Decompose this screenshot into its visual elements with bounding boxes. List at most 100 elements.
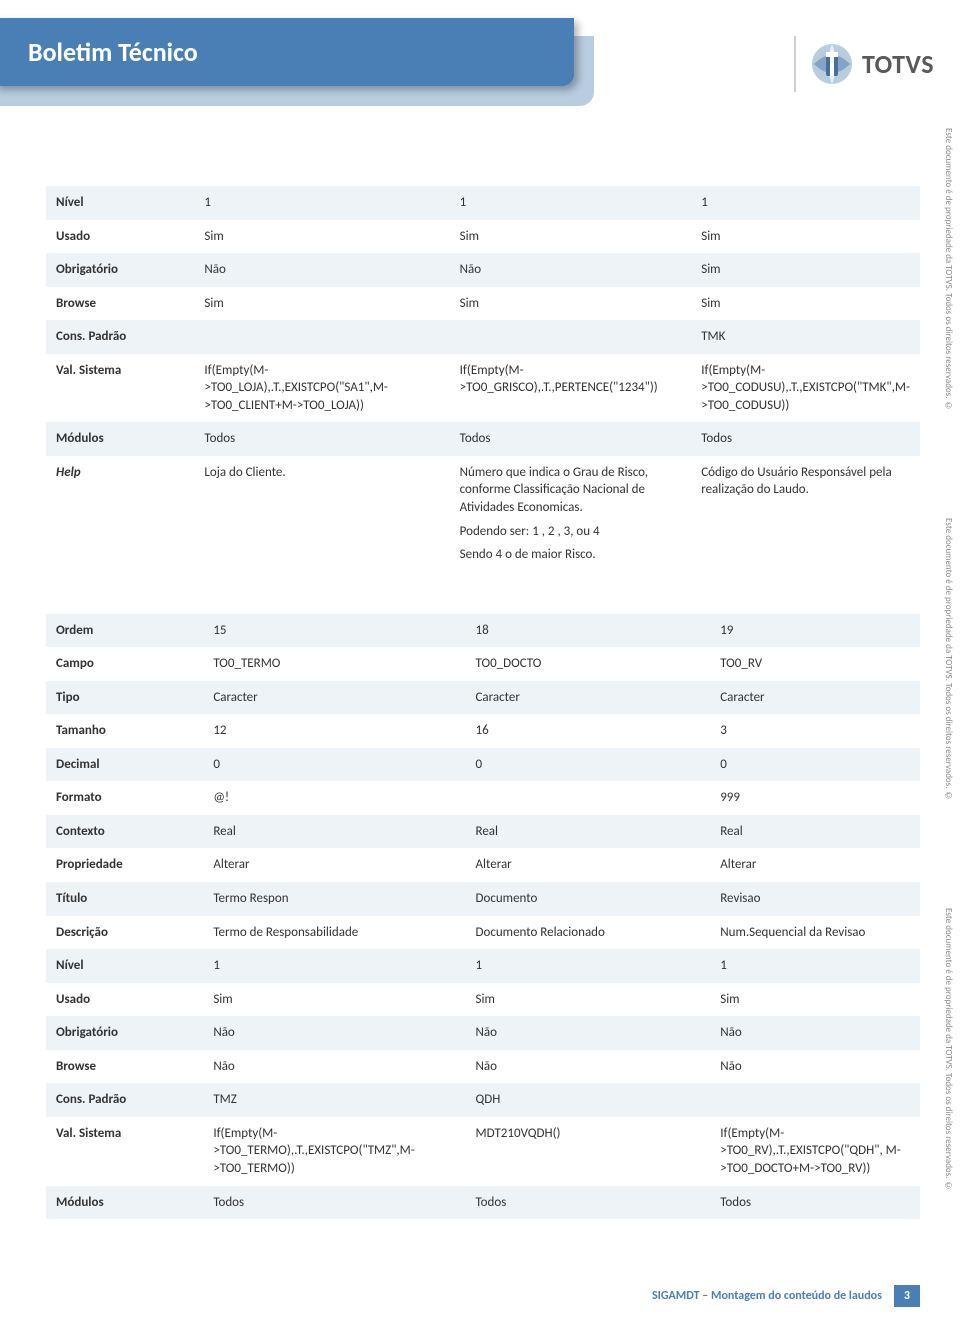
row-cell: TO0_DOCTO	[466, 647, 711, 681]
row-label: Propriedade	[46, 848, 203, 882]
row-label: Decimal	[46, 748, 203, 782]
row-cell: Loja do Cliente.	[194, 456, 449, 578]
row-cell: Todos	[691, 422, 920, 456]
page-number: 3	[894, 1285, 920, 1307]
row-cell: @!	[203, 781, 465, 815]
row-label: Formato	[46, 781, 203, 815]
row-cell: Código do Usuário Responsável pela reali…	[691, 456, 920, 578]
help-line: Número que indica o Grau de Risco, confo…	[460, 464, 682, 517]
row-cell: Caracter	[203, 681, 465, 715]
row-cell: Documento	[466, 882, 711, 916]
row-cell: 1	[203, 949, 465, 983]
table-row: Decimal000	[46, 748, 920, 782]
table-row: TipoCaracterCaracterCaracter	[46, 681, 920, 715]
copyright-side-1: Este documento é de propriedade da TOTVS…	[943, 128, 954, 412]
row-cell: Sim	[691, 253, 920, 287]
table-row: Cons. Padrão TMK	[46, 320, 920, 354]
row-label: Tipo	[46, 681, 203, 715]
row-cell: Todos	[203, 1186, 465, 1220]
row-cell: Sim	[450, 287, 692, 321]
row-label: Cons. Padrão	[46, 320, 194, 354]
page-footer: SIGAMDT – Montagem do conteúdo de laudos…	[0, 1285, 960, 1325]
row-cell: Não	[203, 1050, 465, 1084]
row-cell: 1	[710, 949, 920, 983]
copyright-side-2: Este documento é de propriedade da TOTVS…	[943, 518, 954, 802]
help-line: Podendo ser: 1 , 2 , 3, ou 4	[460, 523, 682, 541]
table-row: ObrigatórioNãoNãoSim	[46, 253, 920, 287]
row-cell: Sim	[710, 983, 920, 1017]
row-cell: TO0_RV	[710, 647, 920, 681]
table-row-help: HelpLoja do Cliente.Número que indica o …	[46, 456, 920, 578]
row-cell: Número que indica o Grau de Risco, confo…	[450, 456, 692, 578]
row-cell: Documento Relacionado	[466, 916, 711, 950]
row-label: Módulos	[46, 422, 194, 456]
brand-text: TOTVS	[862, 48, 934, 80]
row-cell: Num.Sequencial da Revisao	[710, 916, 920, 950]
table-row: Nível111	[46, 949, 920, 983]
row-cell: Caracter	[466, 681, 711, 715]
row-cell: Não	[466, 1050, 711, 1084]
row-cell: MDT210VQDH()	[466, 1117, 711, 1186]
row-label: Nível	[46, 949, 203, 983]
brand-logo: TOTVS	[794, 36, 940, 92]
row-cell: Real	[710, 815, 920, 849]
row-cell	[466, 781, 711, 815]
row-cell: Não	[710, 1016, 920, 1050]
row-cell: QDH	[466, 1083, 711, 1117]
row-cell: 1	[691, 186, 920, 220]
row-cell: TO0_TERMO	[203, 647, 465, 681]
row-cell: Não	[203, 1016, 465, 1050]
table-row: Val. SistemaIf(Empty(M->TO0_LOJA),.T.,EX…	[46, 354, 920, 423]
row-cell	[194, 320, 449, 354]
footer-text: SIGAMDT – Montagem do conteúdo de laudos	[652, 1289, 882, 1303]
globe-icon	[810, 42, 854, 86]
help-line: Sendo 4 o de maior Risco.	[460, 546, 682, 564]
row-cell: Não	[466, 1016, 711, 1050]
table-row: MódulosTodosTodosTodos	[46, 1186, 920, 1220]
document-title: Boletim Técnico	[0, 18, 574, 86]
row-cell	[710, 1083, 920, 1117]
table-row: DescriçãoTermo de ResponsabilidadeDocume…	[46, 916, 920, 950]
row-cell: TMZ	[203, 1083, 465, 1117]
row-cell: Alterar	[203, 848, 465, 882]
row-cell: Revisao	[710, 882, 920, 916]
row-cell: TMK	[691, 320, 920, 354]
row-cell: If(Empty(M->TO0_CODUSU),.T.,EXISTCPO("TM…	[691, 354, 920, 423]
row-cell: Sim	[466, 983, 711, 1017]
table-row: UsadoSimSimSim	[46, 220, 920, 254]
copyright-side-3: Este documento é de propriedade da TOTVS…	[943, 908, 954, 1192]
row-cell: 1	[450, 186, 692, 220]
row-cell: 999	[710, 781, 920, 815]
row-label: Descrição	[46, 916, 203, 950]
row-label: Val. Sistema	[46, 1117, 203, 1186]
row-cell: Sim	[194, 287, 449, 321]
row-cell: If(Empty(M->TO0_LOJA),.T.,EXISTCPO("SA1"…	[194, 354, 449, 423]
row-cell: Todos	[450, 422, 692, 456]
spec-table-1: Nível111UsadoSimSimSimObrigatórioNãoNãoS…	[46, 186, 920, 578]
row-cell: 0	[466, 748, 711, 782]
row-cell: If(Empty(M->TO0_TERMO),.T.,EXISTCPO("TMZ…	[203, 1117, 465, 1186]
row-cell: 18	[466, 614, 711, 648]
table-row: Cons. PadrãoTMZQDH	[46, 1083, 920, 1117]
row-cell: Todos	[194, 422, 449, 456]
row-cell: Sim	[691, 287, 920, 321]
row-cell: If(Empty(M->TO0_GRISCO),.T.,PERTENCE("12…	[450, 354, 692, 423]
spec-table-2-body: Ordem151819CampoTO0_TERMOTO0_DOCTOTO0_RV…	[46, 614, 920, 1219]
row-label: Cons. Padrão	[46, 1083, 203, 1117]
row-cell: 12	[203, 714, 465, 748]
row-cell: Não	[710, 1050, 920, 1084]
row-cell: Alterar	[466, 848, 711, 882]
row-cell: 16	[466, 714, 711, 748]
row-cell: 0	[203, 748, 465, 782]
row-label: Módulos	[46, 1186, 203, 1220]
row-cell: 0	[710, 748, 920, 782]
spec-table-2: Ordem151819CampoTO0_TERMOTO0_DOCTOTO0_RV…	[46, 614, 920, 1219]
row-label: Usado	[46, 983, 203, 1017]
row-cell: 19	[710, 614, 920, 648]
table-row: BrowseSimSimSim	[46, 287, 920, 321]
row-label: Val. Sistema	[46, 354, 194, 423]
table-row: ObrigatórioNãoNãoNão	[46, 1016, 920, 1050]
row-label: Título	[46, 882, 203, 916]
table-row: Formato@! 999	[46, 781, 920, 815]
row-label: Browse	[46, 287, 194, 321]
